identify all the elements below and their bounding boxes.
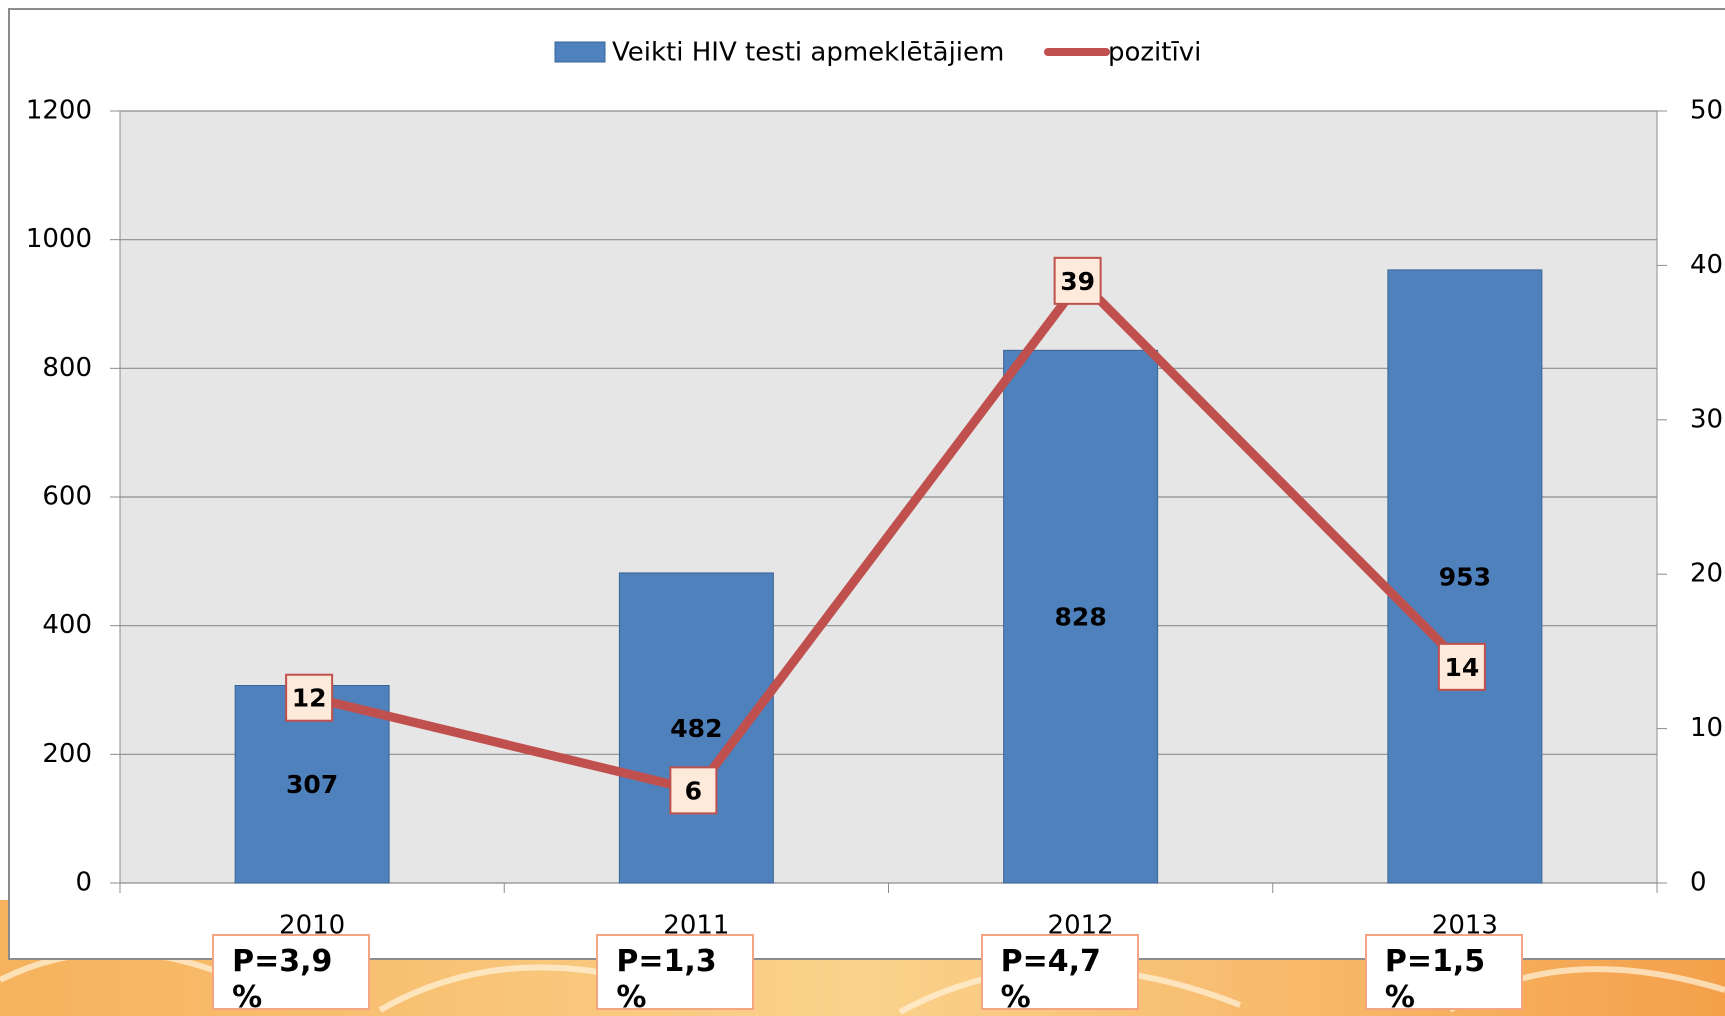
line-value-label: 14 [1444,653,1479,682]
annotation: P=1,5 % [1364,934,1523,1010]
data-label-box [1437,642,1486,691]
y2-tick-label: 10 [1690,713,1723,743]
y-tick-label: 800 [42,353,92,383]
data-label-box [669,766,718,815]
bar-value-label: 307 [286,770,338,799]
bar-value-label: 953 [1439,562,1491,591]
annotation: P=3,9 % [212,934,371,1010]
annotation: P=4,7 % [980,934,1139,1010]
annotation: P=1,3 % [596,934,755,1010]
y2-tick-label: 40 [1690,250,1723,280]
y-tick-label: 600 [42,482,92,512]
y-tick-label: 0 [75,868,92,898]
line-value-label: 6 [685,776,702,805]
line [311,276,1469,795]
legend-label: pozitīvi [1108,38,1201,68]
y2-tick-label: 50 [1690,96,1723,126]
bar [1003,349,1159,884]
data-label-box [285,673,334,722]
data-label-box [1053,256,1102,305]
line-value-label: 39 [1060,267,1095,296]
legend: Veikti HIV testi apmeklētājiem pozitīvi [554,38,1201,68]
legend-swatch [554,41,606,63]
line-value-label: 12 [292,684,327,713]
bar-value-label: 828 [1055,603,1107,632]
y-tick-label: 200 [42,739,92,769]
y2-tick-label: 0 [1690,868,1707,898]
y-tick-label: 400 [42,610,92,640]
bar [1387,269,1543,884]
y-tick-label: 1000 [26,224,92,254]
legend-label: Veikti HIV testi apmeklētājiem [612,38,1004,68]
y2-tick-label: 20 [1690,559,1723,589]
y-tick-label: 1200 [26,96,92,126]
y2-tick-label: 30 [1690,404,1723,434]
bar-value-label: 482 [670,714,722,743]
